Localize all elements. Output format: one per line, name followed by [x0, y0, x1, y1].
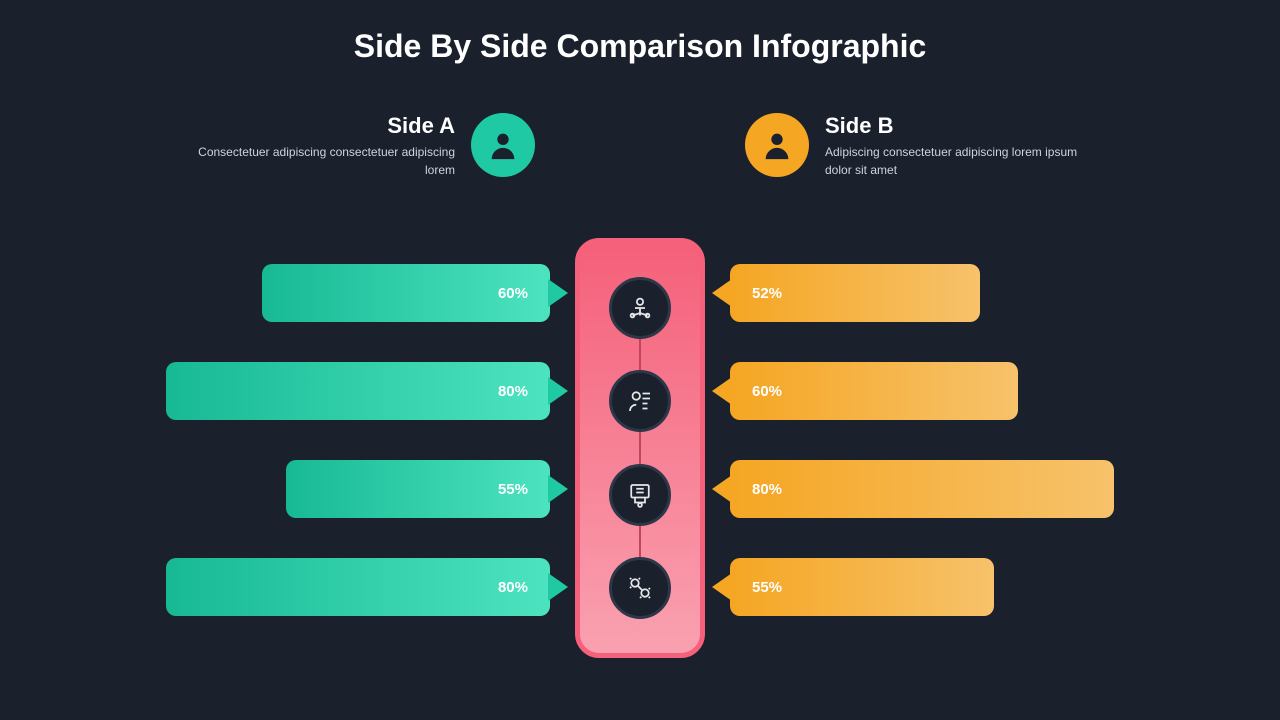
pointer-icon: [712, 475, 732, 503]
comparison-chart: 60% 52% 80% 60% 55% 80% 80% 55%: [0, 238, 1280, 668]
pointer-icon: [712, 573, 732, 601]
side-b-bar-3: 80%: [730, 460, 1114, 518]
side-a-subtitle: Consectetuer adipiscing consectetuer adi…: [195, 143, 455, 179]
side-b-avatar-icon: [745, 113, 809, 177]
pointer-icon: [548, 377, 568, 405]
side-b-value-1: 52%: [752, 285, 782, 302]
side-b-title: Side B: [825, 113, 1085, 139]
side-a-bar-1: 60%: [262, 264, 550, 322]
center-panel: [575, 238, 705, 658]
center-icons-column: [580, 243, 700, 653]
side-b-header: Side B Adipiscing consectetuer adipiscin…: [745, 113, 1105, 179]
pointer-icon: [548, 573, 568, 601]
sides-header: Side A Consectetuer adipiscing consectet…: [0, 113, 1280, 179]
category-2-icon: [609, 370, 671, 432]
category-1-icon: [609, 277, 671, 339]
side-b-bar-2: 60%: [730, 362, 1018, 420]
side-a-bar-2: 80%: [166, 362, 550, 420]
side-a-value-1: 60%: [498, 285, 528, 302]
side-b-bar-1: 52%: [730, 264, 980, 322]
side-a-value-3: 55%: [498, 481, 528, 498]
side-a-bar-4: 80%: [166, 558, 550, 616]
side-b-value-3: 80%: [752, 481, 782, 498]
side-b-value-2: 60%: [752, 383, 782, 400]
pointer-icon: [712, 279, 732, 307]
pointer-icon: [548, 279, 568, 307]
side-b-value-4: 55%: [752, 579, 782, 596]
side-b-subtitle: Adipiscing consectetuer adipiscing lorem…: [825, 143, 1085, 179]
pointer-icon: [548, 475, 568, 503]
pointer-icon: [712, 377, 732, 405]
category-3-icon: [609, 464, 671, 526]
page-title: Side By Side Comparison Infographic: [0, 0, 1280, 65]
side-a-avatar-icon: [471, 113, 535, 177]
side-a-header: Side A Consectetuer adipiscing consectet…: [175, 113, 535, 179]
category-4-icon: [609, 557, 671, 619]
side-b-bar-4: 55%: [730, 558, 994, 616]
side-a-title: Side A: [195, 113, 455, 139]
side-a-value-2: 80%: [498, 383, 528, 400]
side-a-value-4: 80%: [498, 579, 528, 596]
side-a-bar-3: 55%: [286, 460, 550, 518]
